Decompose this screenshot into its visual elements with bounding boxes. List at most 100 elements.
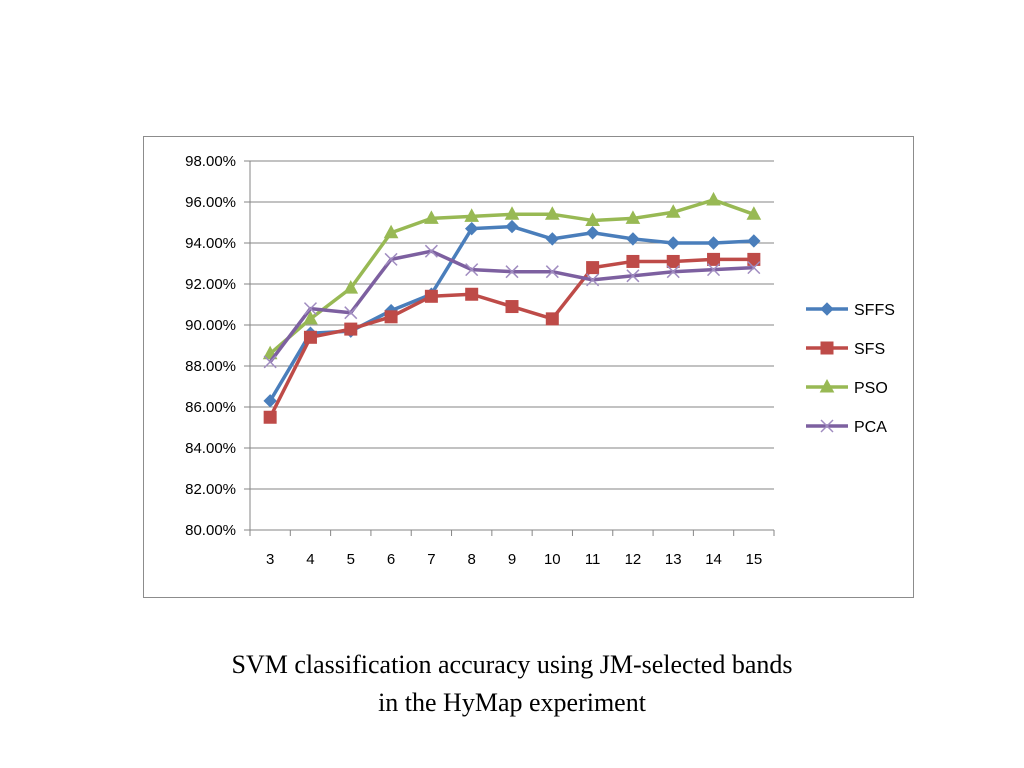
legend-label-pso: PSO bbox=[854, 380, 888, 397]
x-mark-stroke bbox=[505, 265, 519, 279]
point-sffs bbox=[585, 226, 600, 240]
x-mark-stroke bbox=[263, 355, 277, 369]
x-tick-label: 7 bbox=[427, 551, 435, 568]
point-pca bbox=[505, 265, 519, 279]
point-sffs bbox=[505, 219, 519, 234]
x-mark-stroke bbox=[747, 261, 761, 275]
x-mark-stroke bbox=[545, 265, 559, 279]
point-sfs bbox=[344, 322, 358, 336]
point-sfs bbox=[666, 254, 680, 268]
x-tick-label: 9 bbox=[508, 551, 516, 568]
legend-marker-pso bbox=[819, 378, 835, 393]
y-tick-labels: 80.00% 82.00% 84.00% 86.00% 88.00% 90.00% 92.0… bbox=[185, 153, 236, 539]
legend-item-pca: PCA bbox=[806, 419, 887, 436]
point-pca bbox=[344, 306, 358, 320]
x-tick-label: 8 bbox=[468, 551, 476, 568]
y-tick-label: 82.00% bbox=[185, 481, 236, 498]
point-pso bbox=[706, 191, 721, 206]
y-tick-label: 86.00% bbox=[185, 399, 236, 416]
legend-label-sffs: SFFS bbox=[854, 302, 895, 319]
x-tick-label: 6 bbox=[387, 551, 395, 568]
x-mark-stroke bbox=[626, 269, 640, 283]
legend-label-pca: PCA bbox=[854, 419, 887, 436]
y-tick-label: 98.00% bbox=[185, 153, 236, 170]
series-pso bbox=[262, 191, 762, 360]
figure-caption: SVM classification accuracy using JM-sel… bbox=[0, 646, 1024, 722]
point-pso bbox=[504, 206, 520, 220]
legend-marker-pca bbox=[820, 419, 834, 433]
y-tick-label: 92.00% bbox=[185, 276, 236, 293]
y-tick-label: 88.00% bbox=[185, 358, 236, 375]
point-pso bbox=[625, 210, 641, 224]
point-pso bbox=[665, 204, 681, 218]
point-pso bbox=[383, 224, 399, 239]
point-pso bbox=[585, 212, 600, 226]
x-tick-label: 3 bbox=[266, 551, 274, 568]
x-tick-labels: 3 4 5 6 7 8 9 10 11 12 13 14 15 bbox=[266, 551, 762, 568]
point-sffs bbox=[747, 234, 761, 248]
series-line-sffs bbox=[268, 224, 754, 402]
point-pso bbox=[343, 280, 359, 294]
x-tick-label: 15 bbox=[746, 551, 763, 568]
y-tick-label: 94.00% bbox=[185, 235, 236, 252]
point-pca bbox=[303, 302, 317, 316]
x-tick-label: 14 bbox=[705, 551, 722, 568]
point-sffs bbox=[545, 232, 560, 246]
point-sfs bbox=[303, 330, 317, 344]
x-tick-label: 4 bbox=[306, 551, 314, 568]
point-pca bbox=[666, 265, 680, 279]
series-sfs bbox=[263, 252, 761, 424]
point-pca bbox=[545, 265, 559, 279]
legend-item-sffs: SFFS bbox=[806, 302, 895, 319]
point-pso bbox=[544, 206, 560, 220]
x-mark-stroke bbox=[344, 306, 358, 320]
point-sfs bbox=[545, 312, 559, 326]
legend-marker-sfs bbox=[820, 341, 834, 355]
series-sffs bbox=[263, 219, 761, 408]
point-sfs bbox=[263, 410, 277, 424]
x-tick-label: 12 bbox=[625, 551, 642, 568]
x-mark-stroke bbox=[820, 419, 834, 433]
point-pca bbox=[707, 263, 721, 277]
point-pca bbox=[586, 273, 600, 287]
point-sfs bbox=[707, 252, 721, 266]
axes bbox=[244, 160, 775, 536]
point-pca bbox=[424, 244, 438, 258]
chart-frame: 80.00% 82.00% 84.00% 86.00% 88.00% 90.00% 92.0… bbox=[143, 136, 914, 598]
x-mark-stroke bbox=[586, 273, 600, 287]
x-tick-label: 11 bbox=[585, 551, 601, 568]
y-tick-label: 96.00% bbox=[185, 194, 236, 211]
y-tick-label: 90.00% bbox=[185, 317, 236, 334]
legend-label-sfs: SFS bbox=[854, 341, 885, 358]
point-sfs bbox=[384, 310, 398, 324]
x-mark-stroke bbox=[465, 263, 479, 277]
point-pca bbox=[465, 263, 479, 277]
legend-marker-sffs bbox=[820, 302, 834, 316]
point-sffs bbox=[666, 236, 680, 250]
point-sfs bbox=[626, 254, 640, 268]
x-mark-stroke bbox=[303, 302, 317, 316]
point-pso bbox=[464, 208, 480, 222]
caption-line-1: SVM classification accuracy using JM-sel… bbox=[231, 650, 793, 679]
x-mark-stroke bbox=[666, 265, 680, 279]
x-tick-label: 10 bbox=[544, 551, 561, 568]
point-pca bbox=[626, 269, 640, 283]
point-pca bbox=[747, 261, 761, 275]
point-pso bbox=[746, 206, 762, 220]
legend: SFFS SFS PSO PCA bbox=[806, 302, 895, 436]
x-mark-stroke bbox=[424, 244, 438, 258]
point-sffs bbox=[706, 236, 721, 250]
line-chart: 80.00% 82.00% 84.00% 86.00% 88.00% 90.00% 92.0… bbox=[185, 153, 895, 568]
y-tick-label: 84.00% bbox=[185, 440, 236, 457]
point-sffs bbox=[626, 232, 640, 246]
point-pso bbox=[424, 210, 439, 224]
x-tick-label: 13 bbox=[665, 551, 682, 568]
point-sfs bbox=[424, 289, 438, 303]
point-pso bbox=[303, 310, 318, 325]
series-line-sfs bbox=[268, 257, 754, 419]
caption-line-2: in the HyMap experiment bbox=[378, 688, 646, 717]
x-tick-label: 5 bbox=[347, 551, 355, 568]
point-sfs bbox=[465, 287, 479, 301]
point-sfs bbox=[586, 261, 600, 275]
series bbox=[262, 191, 762, 424]
